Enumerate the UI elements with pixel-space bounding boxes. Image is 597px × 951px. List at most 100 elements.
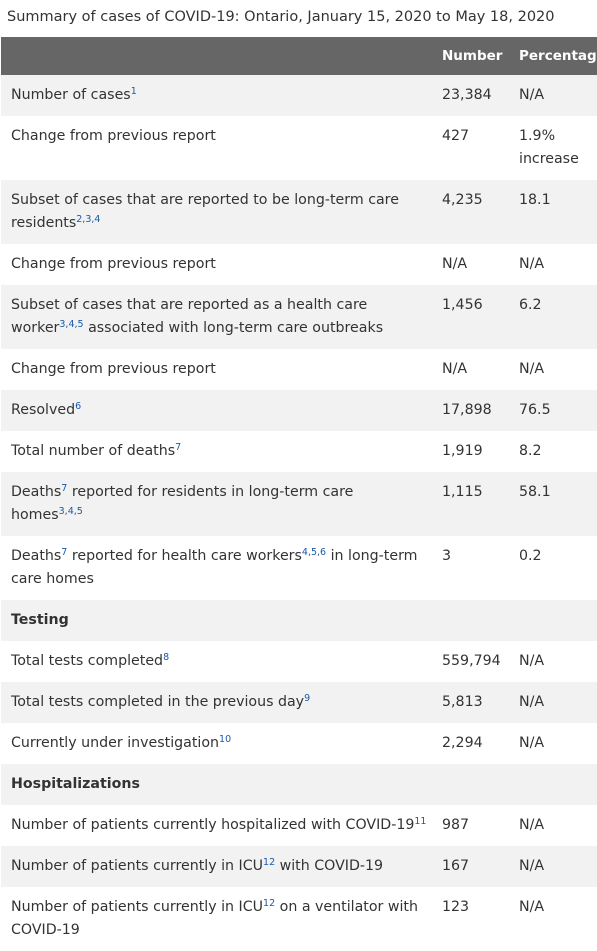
footnote-ref: 1 — [130, 86, 137, 97]
row-label: Deaths7 reported for health care workers… — [1, 536, 431, 600]
row-label: Subset of cases that are reported as a h… — [1, 285, 431, 349]
row-label-text: Resolved — [11, 402, 76, 418]
row-number: 123 — [431, 887, 505, 951]
row-label-text: Deaths — [11, 484, 62, 500]
row-label-text: Total tests completed — [11, 653, 164, 669]
row-percentage: 18.1 — [505, 180, 597, 244]
table-row: Number of cases1 23,384 N/A — [1, 75, 597, 116]
footnote-ref: 4,5,6 — [301, 547, 327, 558]
row-label-text: Subset of cases that are reported to be … — [11, 192, 399, 231]
row-label-text: Subset of cases that are reported as a h… — [11, 297, 368, 336]
section-heading: Hospitalizations — [1, 764, 597, 805]
row-label-text: associated with long-term care outbreaks — [83, 320, 384, 336]
footnote-ref: 10 — [219, 734, 232, 745]
summary-table: Number Percentage Number of cases123,384… — [1, 37, 597, 951]
row-percentage: N/A — [505, 682, 597, 723]
footnote-ref: 7 — [61, 483, 68, 494]
row-number: 1,919 — [431, 431, 505, 472]
section-row: Hospitalizations — [1, 764, 597, 805]
row-percentage: N/A — [505, 887, 597, 951]
row-label-text: with COVID-19 — [275, 858, 384, 874]
row-label: Total number of deaths7 — [1, 431, 431, 472]
table-row: Number of patients currently in ICU12 on… — [1, 887, 597, 951]
row-percentage: N/A — [505, 641, 597, 682]
header-percentage: Percentage — [505, 37, 597, 75]
table-row: Deaths7 reported for residents in long-t… — [1, 472, 597, 536]
table-row: Total tests completed8 559,794 N/A — [1, 641, 597, 682]
row-percentage: 0.2 — [505, 536, 597, 600]
row-percentage: N/A — [505, 349, 597, 390]
row-number: 427 — [431, 116, 505, 180]
row-percentage: 1.9% increase — [505, 116, 597, 180]
row-label-text: Change from previous report — [11, 128, 216, 144]
row-label-text: reported for residents in long-term care… — [11, 484, 354, 523]
row-label-text: Currently under investigation — [11, 735, 220, 751]
row-number: 4,235 — [431, 180, 505, 244]
row-label-text: Number of cases — [11, 87, 131, 103]
row-number: 23,384 — [431, 75, 505, 116]
row-label-text: Total tests completed in the previous da… — [11, 694, 305, 710]
row-label-text: Number of patients currently in ICU — [11, 899, 264, 915]
row-label-text: Deaths — [11, 548, 62, 564]
row-label: Deaths7 reported for residents in long-t… — [1, 472, 431, 536]
row-percentage: 8.2 — [505, 431, 597, 472]
footnote-ref: 7 — [61, 547, 68, 558]
row-label-text: Change from previous report — [11, 256, 216, 272]
row-number: 1,456 — [431, 285, 505, 349]
row-number: 17,898 — [431, 390, 505, 431]
row-label: Change from previous report — [1, 116, 431, 180]
footnote-ref: 9 — [304, 693, 311, 704]
row-number: 3 — [431, 536, 505, 600]
table-row: Currently under investigation10 2,294 N/A — [1, 723, 597, 764]
table-row: Change from previous report N/A N/A — [1, 244, 597, 285]
row-label: Resolved6 — [1, 390, 431, 431]
footnote-ref: 11 — [414, 816, 427, 827]
table-row: Total number of deaths7 1,919 8.2 — [1, 431, 597, 472]
row-label-text: in long-term care homes — [11, 548, 418, 587]
row-number: 559,794 — [431, 641, 505, 682]
row-label: Number of patients currently hospitalize… — [1, 805, 431, 846]
row-label-text: Number of patients currently in ICU — [11, 858, 264, 874]
table-row: Change from previous report N/A N/A — [1, 349, 597, 390]
row-number: 987 — [431, 805, 505, 846]
table-row: Subset of cases that are reported as a h… — [1, 285, 597, 349]
row-label-text: Total number of deaths — [11, 443, 176, 459]
footnote-ref: 6 — [75, 401, 82, 412]
row-percentage: N/A — [505, 723, 597, 764]
row-label: Number of patients currently in ICU12 wi… — [1, 846, 431, 887]
row-percentage: N/A — [505, 805, 597, 846]
footnote-ref: 3,4,5 — [58, 506, 83, 517]
table-row: Resolved6 17,898 76.5 — [1, 390, 597, 431]
table-row: Change from previous report 427 1.9% incre… — [1, 116, 597, 180]
row-label: Currently under investigation10 — [1, 723, 431, 764]
header-number: Number — [431, 37, 505, 75]
footnote-ref: 7 — [175, 442, 182, 453]
row-percentage: 76.5 — [505, 390, 597, 431]
row-number: 2,294 — [431, 723, 505, 764]
row-label: Change from previous report — [1, 244, 431, 285]
row-number: N/A — [431, 349, 505, 390]
table-row: Total tests completed in the previous da… — [1, 682, 597, 723]
row-percentage: 6.2 — [505, 285, 597, 349]
row-label: Total tests completed8 — [1, 641, 431, 682]
row-percentage: N/A — [505, 75, 597, 116]
table-caption: Summary of cases of COVID-19: Ontario, J… — [7, 9, 555, 25]
section-row: Testing — [1, 600, 597, 641]
footnote-ref: 8 — [163, 652, 170, 663]
row-percentage: N/A — [505, 846, 597, 887]
row-percentage: N/A — [505, 244, 597, 285]
row-number: 167 — [431, 846, 505, 887]
footnote-ref: 12 — [263, 898, 276, 909]
footnote-ref: 3,4,5 — [59, 319, 84, 330]
row-label: Change from previous report — [1, 349, 431, 390]
row-label: Number of cases1 — [1, 75, 431, 116]
section-heading: Testing — [1, 600, 597, 641]
table-row: Subset of cases that are reported to be … — [1, 180, 597, 244]
table-header: Number Percentage — [1, 37, 597, 75]
row-number: 1,115 — [431, 472, 505, 536]
row-label-text: Change from previous report — [11, 361, 216, 377]
header-label — [1, 37, 431, 75]
row-percentage: 58.1 — [505, 472, 597, 536]
row-label-text: Number of patients currently hospitalize… — [11, 817, 415, 833]
footnote-ref: 2,3,4 — [76, 214, 101, 225]
